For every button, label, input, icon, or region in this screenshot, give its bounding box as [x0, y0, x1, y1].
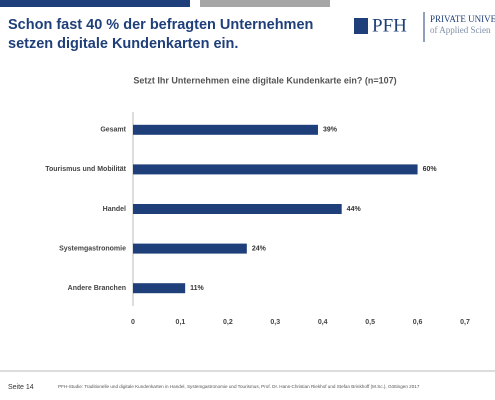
x-tick-label: 0,3 — [270, 319, 280, 326]
footer-source: PFH-Studie: Traditionelle und digitale K… — [58, 384, 420, 389]
x-tick-label: 0,2 — [223, 319, 233, 326]
value-label: 44% — [347, 206, 362, 213]
logo-line: PRIVATE UNIVERS — [430, 14, 495, 24]
logo-icon — [354, 18, 368, 34]
top-bar-gray — [200, 0, 330, 7]
y-tick-label: Gesamt — [100, 127, 126, 134]
y-tick-label: Handel — [103, 206, 126, 213]
x-tick-label: 0,1 — [176, 319, 186, 326]
bar — [133, 124, 318, 135]
value-label: 24% — [252, 245, 267, 252]
slide-title-line: Schon fast 40 % der befragten Unternehme… — [8, 17, 313, 33]
x-tick-label: 0,7 — [460, 319, 470, 326]
x-tick-label: 0 — [131, 319, 135, 326]
y-tick-label: Tourismus und Mobilität — [45, 166, 126, 173]
x-tick-label: 0,4 — [318, 319, 328, 326]
page-number: Seite 14 — [8, 384, 34, 391]
logo-mark: PFH — [372, 15, 407, 36]
chart-title: Setzt Ihr Unternehmen eine digitale Kund… — [133, 75, 396, 85]
plot: 0 0,1 0,2 0,3 0,4 0,5 0,6 0,7 Gesamt 39% Tourismus… — [45, 124, 470, 326]
bar — [133, 283, 186, 294]
bar — [133, 204, 342, 214]
value-label: 60% — [423, 166, 438, 173]
top-bar-blue — [0, 0, 190, 7]
bar — [133, 243, 247, 254]
y-tick-label: Andere Branchen — [68, 285, 126, 292]
value-label: 39% — [323, 127, 338, 134]
value-label: 11% — [190, 285, 204, 292]
x-tick-label: 0,6 — [413, 319, 423, 326]
y-tick-label: Systemgastronomie — [59, 245, 126, 252]
x-tick-label: 0,5 — [365, 319, 375, 326]
logo-line: of Applied Scien — [430, 25, 491, 35]
bar — [133, 164, 418, 175]
slide-title-line: setzen digitale Kundenkarten ein. — [8, 36, 238, 52]
